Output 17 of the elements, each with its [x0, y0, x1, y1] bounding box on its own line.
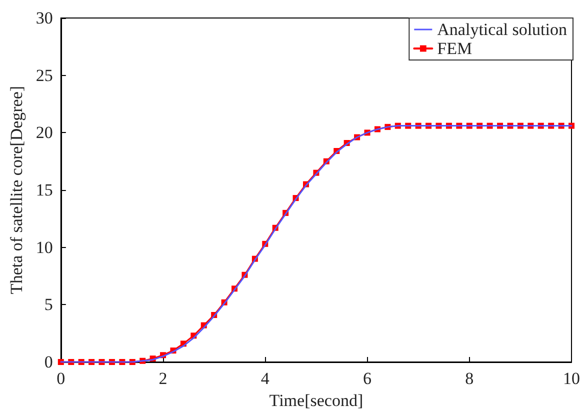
y-tick-label: 10 — [36, 238, 53, 257]
x-tick-label: 2 — [158, 369, 168, 388]
x-tick-label: 10 — [563, 369, 580, 388]
y-tick-label: 15 — [36, 180, 53, 200]
y-tick-label: 0 — [44, 352, 53, 372]
y-axis-title: Theta of satellite core[Degree] — [7, 86, 26, 294]
x-tick-label: 0 — [56, 369, 66, 388]
y-tick-label: 25 — [36, 66, 53, 85]
legend-label: FEM — [437, 39, 472, 58]
legend-label: Analytical solution — [437, 20, 568, 39]
x-tick-label: 8 — [465, 369, 474, 388]
x-tick-label: 6 — [363, 369, 372, 388]
x-axis-title: Time[second] — [269, 390, 364, 410]
x-tick-label: 4 — [260, 369, 270, 388]
y-tick-label: 20 — [36, 123, 53, 142]
y-tick-label: 5 — [44, 295, 53, 314]
y-tick-label: 30 — [36, 8, 53, 28]
